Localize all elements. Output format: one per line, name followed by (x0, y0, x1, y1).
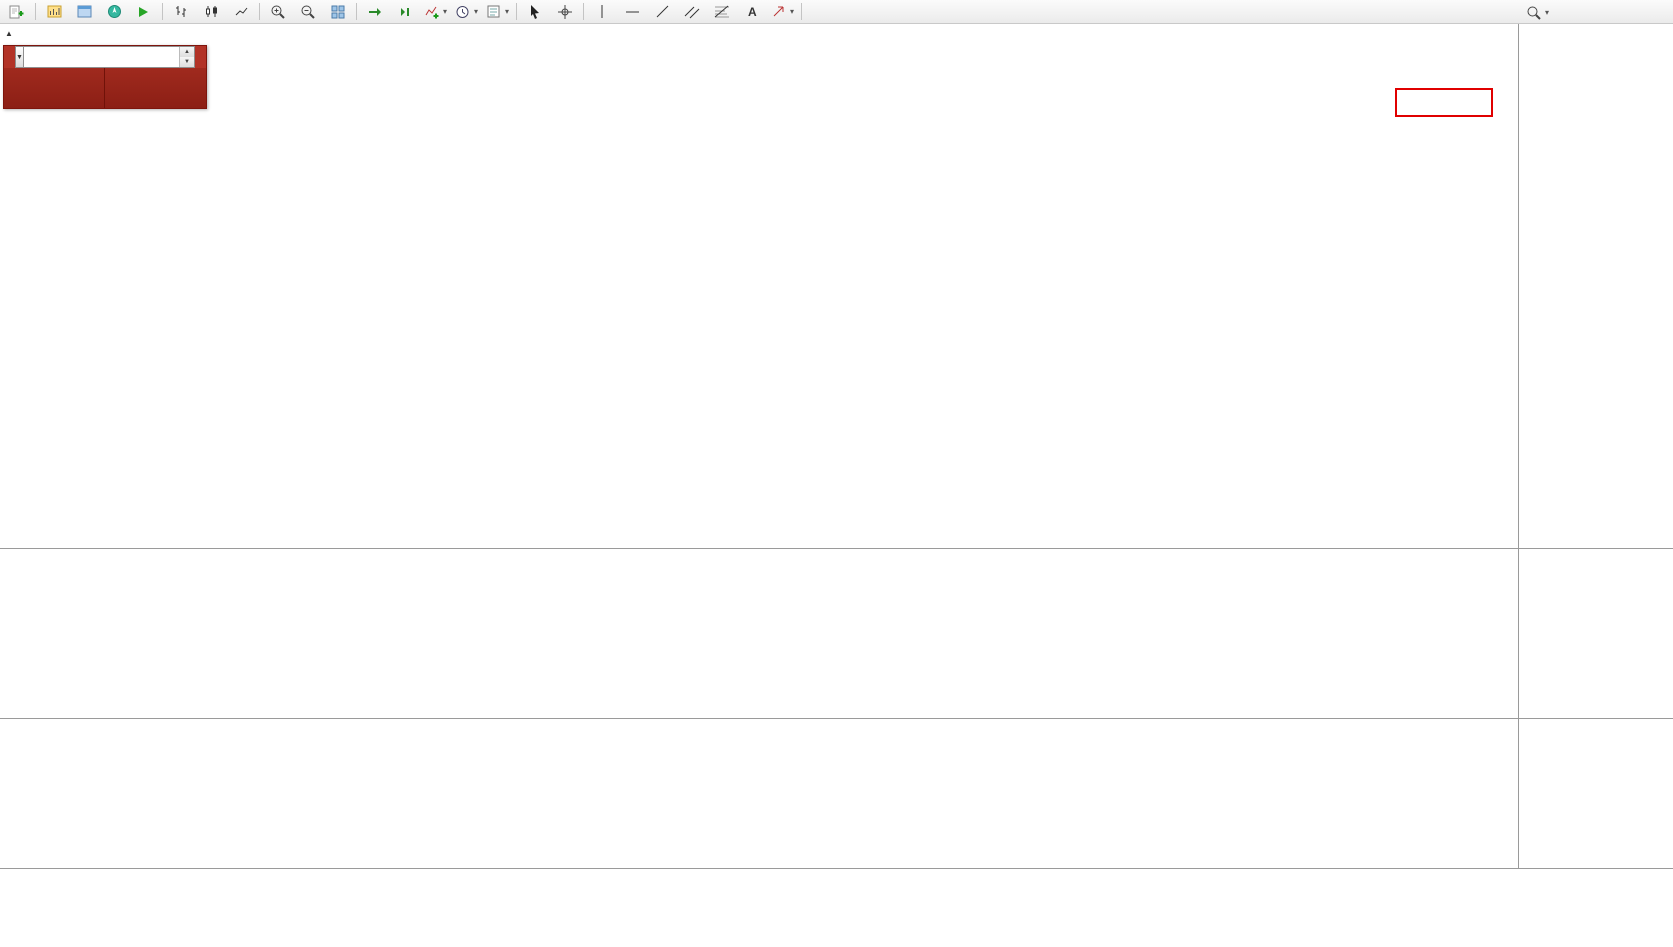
chevron-down-icon: ▾ (790, 6, 795, 16)
ohlc-bars-icon (174, 4, 189, 19)
candlestick-chart-canvas[interactable] (0, 24, 1518, 548)
channel-icon (684, 4, 700, 20)
auto-scroll-icon (367, 4, 383, 20)
chevron-down-icon: ▾ (1545, 7, 1550, 17)
toolbar-separator (516, 3, 518, 20)
volume-increase-icon[interactable]: ▲ (179, 47, 194, 57)
macd-indicator-panel[interactable] (0, 549, 1518, 718)
zoom-out-icon (300, 4, 316, 20)
clock-icon (455, 4, 471, 20)
volume-decrease-icon[interactable]: ▼ (179, 57, 194, 67)
candles-chart-type-button[interactable] (196, 0, 226, 23)
search-icon (1526, 5, 1542, 21)
indicators-button[interactable]: ▾ (420, 0, 451, 23)
window-icon (77, 4, 92, 19)
price-chart-panel[interactable]: ▲ ▼ ▲ ▼ (0, 24, 1518, 548)
macd-header (5, 552, 14, 564)
macd-chart-canvas[interactable] (0, 549, 1518, 718)
periods-button[interactable]: ▾ (451, 0, 482, 23)
zoom-in-icon (270, 4, 286, 20)
price-axis-border (1518, 24, 1519, 868)
autotrading-button[interactable] (129, 0, 159, 23)
cursor-button[interactable] (520, 0, 550, 23)
horizontal-line-icon (625, 5, 640, 19)
cursor-icon (527, 4, 543, 20)
new-order-icon (8, 4, 24, 20)
main-toolbar: ▾ ▾ ▾ A ▾ ▾ (0, 0, 1673, 24)
symbol-marker-icon: ▲ (5, 29, 13, 38)
chevron-down-icon: ▾ (505, 6, 510, 16)
toolbar-separator (583, 3, 585, 20)
channel-tool-button[interactable] (677, 0, 707, 23)
charts-profile-button[interactable] (39, 0, 69, 23)
buy-price-button[interactable] (105, 68, 206, 108)
arrow-icon (771, 4, 787, 20)
candlestick-icon (204, 4, 219, 19)
volume-stepper: ▲ ▼ (178, 47, 194, 67)
bars-chart-type-button[interactable] (166, 0, 196, 23)
sell-price-button[interactable] (4, 68, 105, 108)
svg-text:A: A (748, 5, 757, 19)
toolbar-separator (162, 3, 163, 20)
chevron-down-icon: ▾ (474, 6, 479, 16)
crosshair-button[interactable] (550, 0, 580, 23)
vertical-line-tool-button[interactable] (587, 0, 617, 23)
tile-windows-button[interactable] (323, 0, 353, 23)
fibonacci-tool-button[interactable] (707, 0, 737, 23)
line-chart-icon (234, 4, 249, 19)
horizontal-line-tool-button[interactable] (617, 0, 647, 23)
fibonacci-icon (714, 4, 730, 20)
zoom-in-button[interactable] (263, 0, 293, 23)
toolbar-separator (356, 3, 357, 20)
arrows-tool-button[interactable]: ▾ (767, 0, 798, 23)
volume-input[interactable] (23, 47, 179, 67)
price-callout-box[interactable] (1395, 88, 1493, 117)
chart-shift-icon (397, 4, 413, 20)
templates-button[interactable]: ▾ (482, 0, 513, 23)
panel-separator[interactable] (0, 548, 1673, 549)
symbol-search-button[interactable]: ▾ (1522, 1, 1553, 24)
play-icon (136, 5, 150, 19)
rsi-header (5, 722, 8, 734)
bar-chart-icon (47, 4, 62, 19)
sell-button[interactable] (4, 46, 15, 68)
trendline-tool-button[interactable] (647, 0, 677, 23)
buy-button[interactable] (195, 46, 206, 68)
trendline-icon (655, 4, 670, 19)
chart-window: ▲ ▼ ▲ ▼ (0, 24, 1673, 947)
market-watch-button[interactable] (69, 0, 99, 23)
chart-ohlc-header: ▲ (5, 27, 21, 39)
time-axis-separator[interactable] (0, 868, 1673, 869)
auto-scroll-button[interactable] (360, 0, 390, 23)
tile-windows-icon (330, 4, 346, 20)
chevron-down-icon: ▾ (443, 6, 448, 16)
price-axis[interactable] (1519, 24, 1673, 890)
indicators-icon (424, 4, 440, 20)
panel-separator[interactable] (0, 718, 1673, 719)
toolbar-separator (35, 3, 36, 20)
rsi-indicator-panel[interactable] (0, 719, 1518, 868)
rsi-chart-canvas[interactable] (0, 719, 1518, 868)
time-axis[interactable] (0, 869, 1673, 890)
navigator-button[interactable] (99, 0, 129, 23)
vertical-line-icon (595, 4, 609, 19)
crosshair-icon (557, 4, 573, 20)
one-click-trading-panel: ▼ ▲ ▼ (3, 45, 207, 109)
template-icon (486, 4, 502, 20)
volume-preset-dropdown[interactable]: ▼ (15, 46, 24, 68)
zoom-out-button[interactable] (293, 0, 323, 23)
line-chart-type-button[interactable] (226, 0, 256, 23)
text-tool-button[interactable]: A (737, 0, 767, 23)
text-icon: A (745, 4, 759, 19)
new-order-button[interactable] (2, 0, 32, 23)
toolbar-separator (259, 3, 260, 20)
compass-icon (107, 4, 122, 19)
toolbar-separator (801, 3, 803, 20)
chart-shift-button[interactable] (390, 0, 420, 23)
